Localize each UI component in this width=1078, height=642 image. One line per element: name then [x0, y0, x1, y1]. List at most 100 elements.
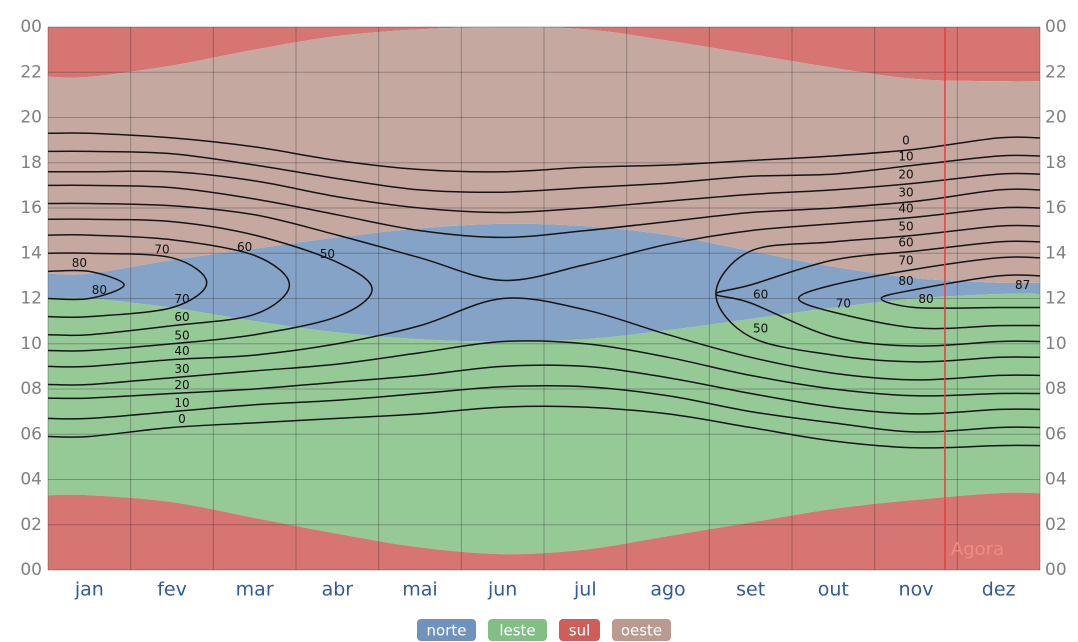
contour-label: 80 — [918, 292, 933, 306]
contour-line — [47, 234, 291, 337]
contour-label: 20 — [174, 378, 189, 392]
contour-label: 20 — [898, 168, 913, 182]
contour-label: 70 — [174, 292, 189, 306]
zones — [48, 27, 1040, 570]
contour-line — [47, 184, 1041, 239]
y-tick-label: 06 — [20, 424, 42, 444]
contours — [47, 132, 1041, 449]
y-tick-label-right: 00 — [1045, 560, 1067, 580]
now-label: Agora — [951, 539, 1004, 560]
contour-label: 30 — [898, 186, 913, 200]
contour-line — [797, 256, 1041, 330]
y-tick-label: 14 — [20, 243, 42, 263]
contour-label: 50 — [753, 321, 768, 335]
contour-label: 80 — [898, 274, 913, 288]
y-tick-label-right: 16 — [1045, 198, 1067, 218]
contour-label: 70 — [154, 242, 169, 256]
contour-label: 70 — [898, 254, 913, 268]
contour-line — [47, 297, 1041, 381]
y-tick-label-right: 22 — [1045, 62, 1067, 82]
x-tick-label: jun — [487, 579, 517, 601]
legend-label: norte — [427, 622, 467, 640]
contour-label: 0 — [902, 134, 910, 148]
zone — [48, 27, 1040, 82]
contour-line — [47, 218, 373, 352]
y-tick-label: 02 — [20, 515, 42, 535]
contour-label: 10 — [898, 150, 913, 164]
y-tick-label-right: 04 — [1045, 470, 1067, 490]
x-tick-label: set — [736, 579, 765, 601]
y-tick-label: 04 — [20, 470, 42, 490]
contour-label: 10 — [174, 396, 189, 410]
contour-label: 30 — [174, 362, 189, 376]
x-tick-label: nov — [899, 579, 934, 601]
y-tick-label: 08 — [20, 379, 42, 399]
legend-swatch — [612, 619, 671, 641]
x-tick-label: mai — [402, 579, 437, 601]
x-tick-label: fev — [157, 579, 187, 601]
y-tick-label: 16 — [20, 198, 42, 218]
y-tick-label-right: 18 — [1045, 153, 1067, 173]
max-elevation-label: 87 — [1015, 278, 1030, 292]
x-tick-label: ago — [650, 579, 685, 601]
zone — [48, 223, 1040, 342]
zone — [48, 293, 1040, 555]
contour-line — [47, 340, 1041, 397]
contour-label: 50 — [320, 247, 335, 261]
contour-label: 70 — [836, 297, 851, 311]
x-tick-label: abr — [322, 579, 354, 601]
contour-line — [47, 405, 1041, 449]
contour-line — [47, 252, 208, 319]
contour-label: 40 — [898, 202, 913, 216]
x-tick-label: out — [818, 579, 849, 601]
contour-line — [47, 170, 1041, 214]
y-tick-label-right: 02 — [1045, 515, 1067, 535]
contour-label: 80 — [92, 283, 107, 297]
y-tick-label: 12 — [20, 289, 42, 309]
contour-line — [47, 202, 1041, 282]
x-tick-label: jan — [74, 579, 104, 601]
x-tick-label: jul — [573, 579, 597, 601]
grid — [47, 26, 1041, 571]
contour-label: 50 — [898, 220, 913, 234]
legend-swatch — [559, 619, 600, 641]
contour-line — [880, 274, 1041, 309]
contour-label: 60 — [174, 310, 189, 324]
legend-label: sul — [569, 622, 591, 640]
y-tick-label-right: 12 — [1045, 289, 1067, 309]
contour-line — [47, 364, 1041, 415]
legend-label: leste — [499, 622, 535, 640]
y-tick-label: 10 — [20, 334, 42, 354]
y-tick-label: 22 — [20, 62, 42, 82]
y-tick-label: 00 — [20, 17, 42, 37]
contour-line — [47, 132, 1041, 173]
contour-label: 40 — [174, 344, 189, 358]
y-tick-label-right: 06 — [1045, 424, 1067, 444]
zone — [48, 492, 1040, 570]
x-tick-label: dez — [982, 579, 1016, 601]
contour-label: 60 — [898, 235, 913, 249]
contour-label: 0 — [178, 412, 186, 426]
legend-swatch — [488, 619, 547, 641]
y-tick-label: 20 — [20, 108, 42, 128]
y-tick-label-right: 20 — [1045, 108, 1067, 128]
contour-label: 80 — [72, 256, 87, 270]
legend-label: oeste — [621, 622, 662, 640]
y-tick-label-right: 08 — [1045, 379, 1067, 399]
contour-line — [47, 150, 1041, 194]
contour-line — [47, 269, 125, 301]
y-tick-label-right: 00 — [1045, 17, 1067, 37]
y-tick-label: 00 — [20, 560, 42, 580]
contour-line — [47, 384, 1041, 433]
contour-label: 60 — [237, 240, 252, 254]
y-tick-label: 18 — [20, 153, 42, 173]
legend-swatch — [417, 619, 476, 641]
contour-line — [715, 240, 1041, 347]
contour-label: 60 — [753, 288, 768, 302]
y-tick-label-right: 14 — [1045, 243, 1067, 263]
x-tick-label: mar — [236, 579, 274, 601]
zone — [48, 27, 1040, 284]
contour-label: 50 — [174, 328, 189, 342]
